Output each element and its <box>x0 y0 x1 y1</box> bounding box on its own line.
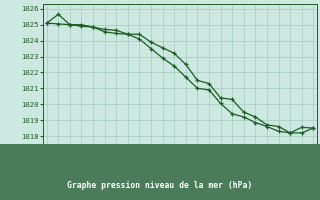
Text: Graphe pression niveau de la mer (hPa): Graphe pression niveau de la mer (hPa) <box>68 182 252 190</box>
